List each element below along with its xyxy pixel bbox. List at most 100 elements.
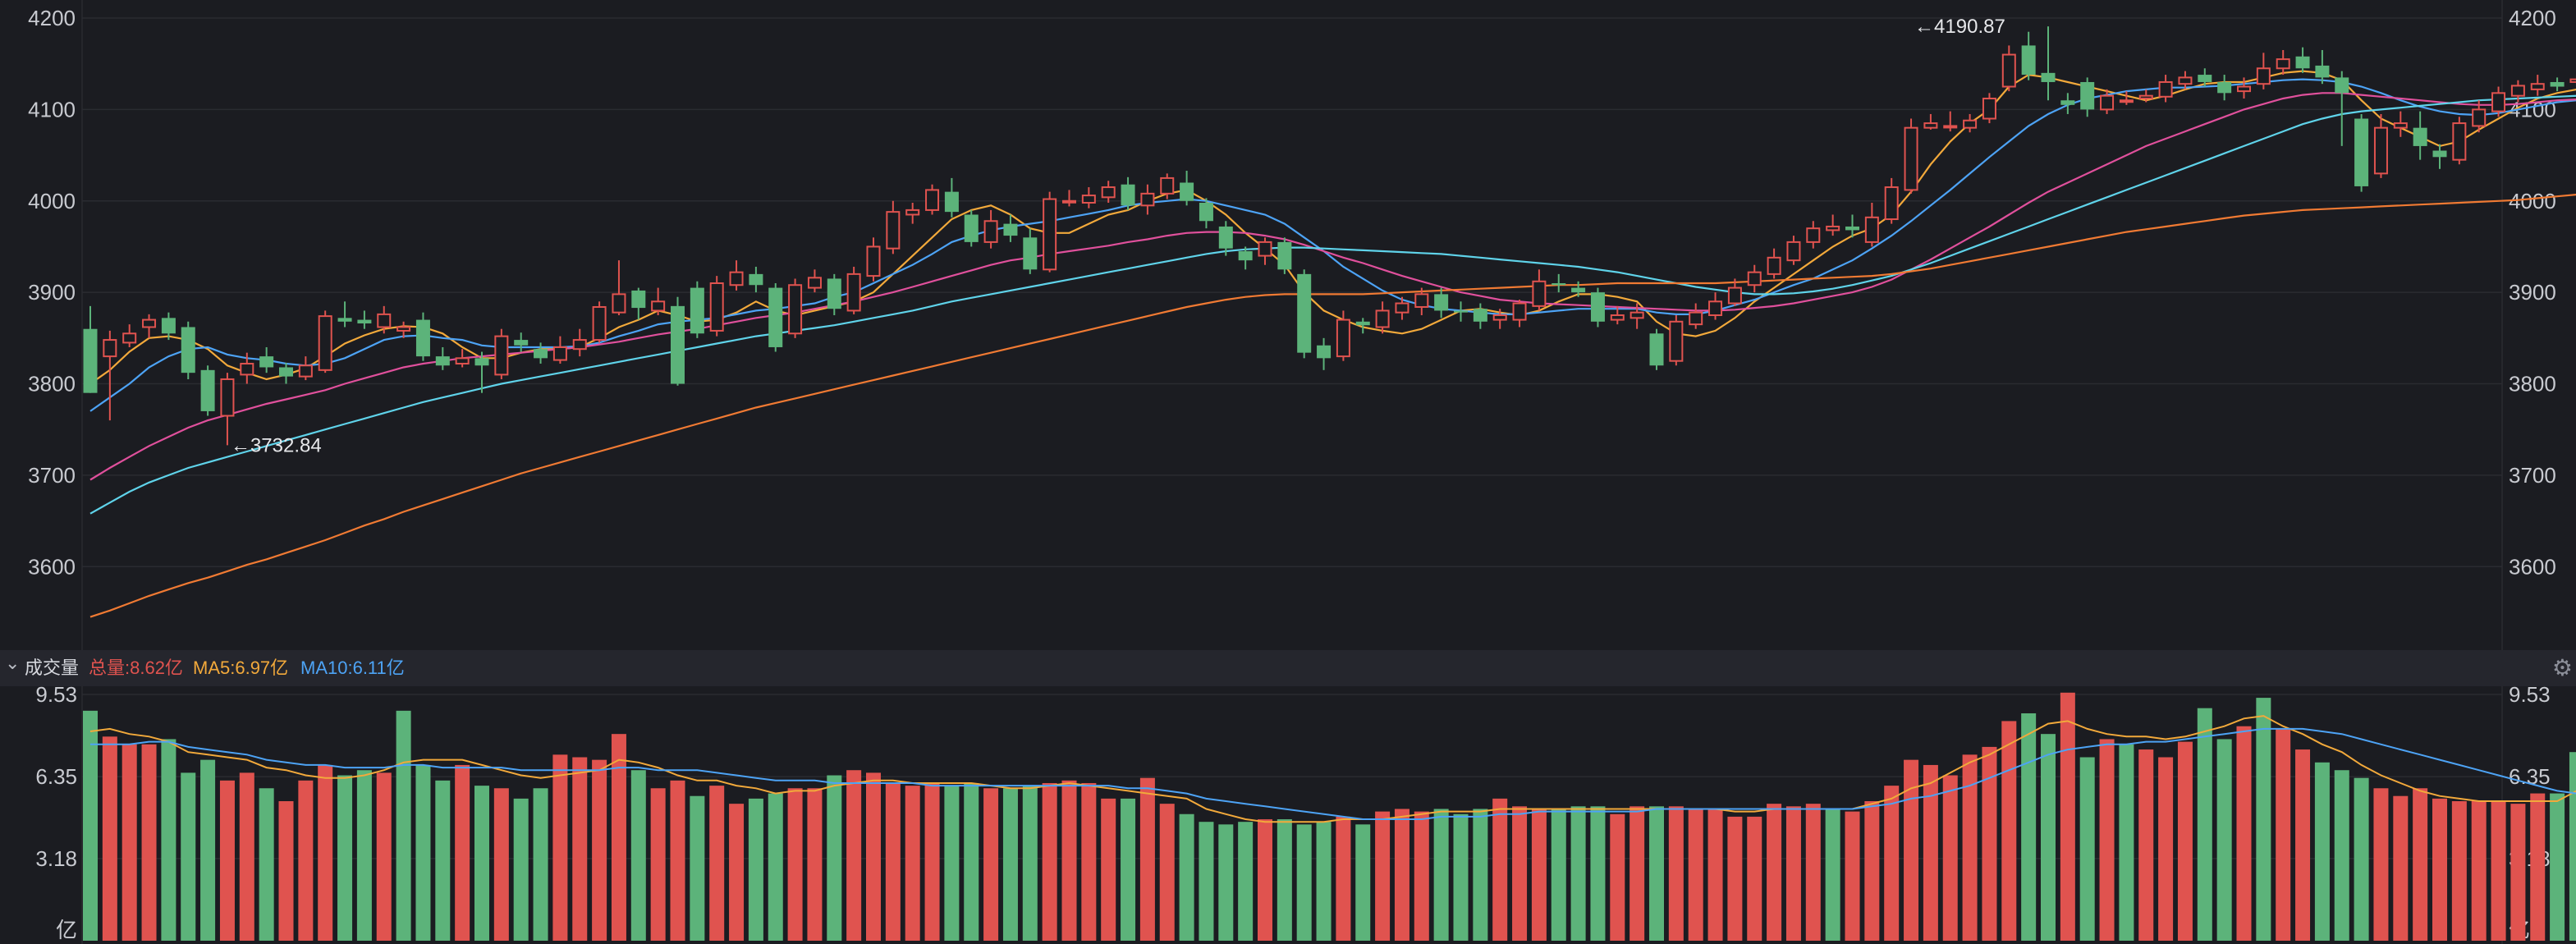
- candle: [455, 349, 470, 368]
- price-tick-label-right: 3700: [2509, 463, 2556, 488]
- candle: [1454, 301, 1468, 322]
- candlesticks[interactable]: [83, 26, 2576, 446]
- candle: [2335, 71, 2349, 146]
- volume-bar: [2099, 739, 2115, 941]
- candle-body: [2550, 81, 2565, 87]
- candle-body: [1277, 241, 1292, 270]
- volume-bar: [1492, 798, 1508, 941]
- candle: [1727, 278, 1742, 306]
- gear-icon[interactable]: ⚙: [2551, 654, 2573, 681]
- volume-bar: [944, 786, 960, 941]
- candle-body: [2393, 122, 2408, 129]
- candle-body: [1571, 287, 1586, 293]
- candle-body: [1336, 318, 1350, 358]
- volume-bars[interactable]: [83, 692, 2576, 941]
- candle-body: [944, 191, 959, 213]
- candle-body: [1512, 302, 1527, 321]
- volume-bar: [2550, 793, 2565, 941]
- candle: [1492, 309, 1507, 329]
- candle-body: [983, 220, 998, 243]
- candle-body: [1610, 314, 1625, 321]
- candle-body: [1180, 182, 1194, 201]
- volume-bar: [298, 780, 314, 941]
- candle-body: [1689, 311, 1703, 326]
- volume-bar: [1375, 811, 1391, 941]
- candle: [1473, 303, 1487, 329]
- candle-body: [1317, 345, 1332, 359]
- candle-body: [514, 340, 529, 346]
- ma-line-pink: [89, 92, 2576, 481]
- volume-bar: [1805, 804, 1821, 941]
- price-tick-label-left: 3800: [28, 372, 76, 396]
- candle-body: [1629, 311, 1644, 319]
- candle: [396, 321, 411, 338]
- volume-bar: [2530, 793, 2546, 941]
- candle: [1826, 214, 1840, 236]
- candle: [1649, 328, 1664, 370]
- volume-bar: [2197, 708, 2212, 941]
- candle: [749, 266, 763, 293]
- volume-bar: [552, 754, 568, 941]
- candle: [2373, 113, 2388, 178]
- candle: [435, 346, 450, 370]
- candle: [494, 328, 509, 379]
- candle: [846, 266, 861, 314]
- volume-bar: [690, 795, 705, 941]
- candle-body: [788, 284, 803, 335]
- candle-body: [2432, 150, 2447, 158]
- price-tick-label-left: 4000: [28, 189, 76, 213]
- candle-body: [1884, 186, 1899, 221]
- volume-unit-label-left: 亿: [56, 918, 77, 942]
- candle: [2569, 75, 2576, 87]
- candle-body: [1747, 271, 1762, 286]
- candle-body: [1395, 302, 1409, 314]
- price-annotation: ←4190.87: [1914, 16, 2005, 38]
- candle-body: [494, 335, 509, 376]
- volume-bar: [278, 801, 294, 941]
- candle-body: [1258, 241, 1272, 257]
- candle: [2237, 77, 2251, 99]
- candle: [572, 328, 587, 357]
- volume-bar: [768, 793, 783, 941]
- volume-bar: [807, 788, 823, 941]
- candle-body: [1806, 227, 1821, 243]
- volume-bar: [2334, 770, 2349, 941]
- volume-bar: [121, 744, 137, 941]
- candle: [1375, 301, 1390, 334]
- candle-body: [1199, 202, 1213, 222]
- volume-bar: [1590, 806, 1606, 941]
- chevron-down-icon[interactable]: ⌄: [5, 653, 21, 674]
- candle: [1238, 246, 1253, 270]
- candle: [827, 273, 841, 315]
- volume-bar: [1336, 816, 1351, 941]
- candle-body: [2100, 94, 2115, 111]
- candle: [612, 260, 626, 315]
- volume-bar: [2079, 757, 2095, 941]
- candle: [944, 177, 959, 218]
- candle-body: [2373, 126, 2388, 175]
- candle: [1297, 269, 1312, 359]
- volume-bar: [200, 759, 216, 941]
- volume-bar: [905, 786, 920, 941]
- ma-line-orange: [89, 70, 2576, 385]
- candle-body: [200, 369, 215, 411]
- volume-bar: [2569, 752, 2576, 941]
- volume-bar: [1022, 786, 1038, 941]
- volume-axis-left: 3.18 6.35 9.53 亿: [35, 682, 77, 942]
- price-tick-label-left: 4200: [28, 6, 76, 30]
- volume-bar: [670, 780, 685, 941]
- volume-bar: [2236, 726, 2252, 941]
- candle-body: [1767, 256, 1781, 275]
- candle-body: [1062, 199, 1076, 204]
- volume-bar: [1433, 809, 1449, 941]
- volume-bar: [2373, 788, 2389, 941]
- candle-body: [1864, 216, 1879, 243]
- candle-body: [2119, 99, 2134, 103]
- candle-body: [729, 271, 744, 286]
- candle-body: [1023, 237, 1038, 270]
- volume-ma10-label: MA10:6.11亿: [300, 658, 405, 678]
- candle-body: [2354, 118, 2369, 186]
- candle: [1806, 221, 1821, 249]
- candle: [964, 209, 979, 247]
- volume-bar: [1884, 786, 1900, 941]
